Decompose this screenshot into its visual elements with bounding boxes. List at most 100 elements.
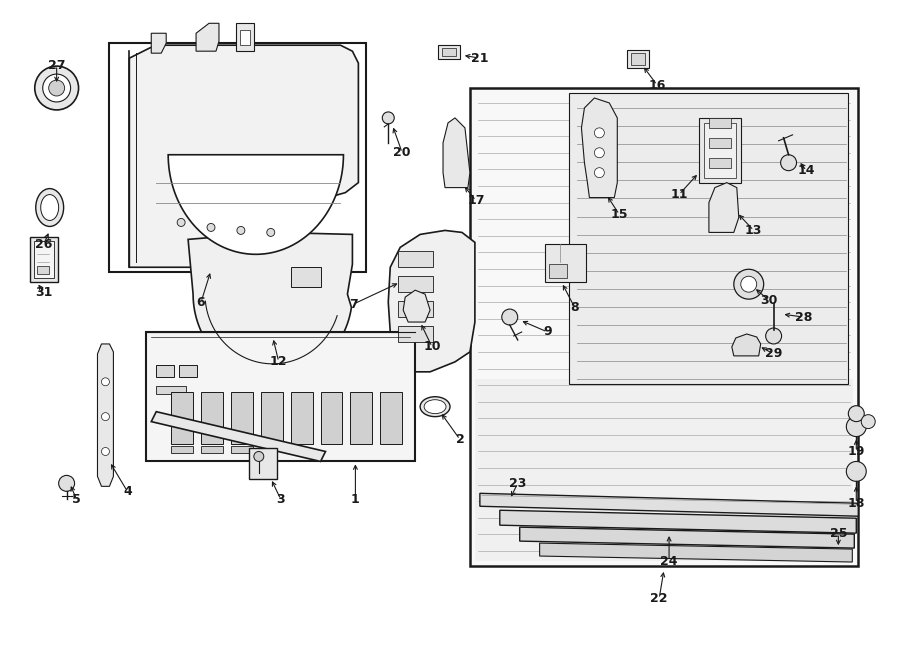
Text: 5: 5 (72, 493, 81, 506)
Text: 8: 8 (571, 301, 579, 314)
Polygon shape (519, 527, 854, 548)
Bar (709, 118, 731, 128)
Bar (704, 123, 736, 177)
Bar (261, 392, 283, 444)
Circle shape (846, 461, 866, 481)
Polygon shape (581, 98, 617, 197)
Bar (699, 118, 741, 183)
Text: 6: 6 (197, 296, 205, 308)
Bar (147, 332, 415, 461)
Polygon shape (500, 510, 856, 533)
Bar (231, 392, 253, 444)
Bar (398, 301, 433, 317)
Bar (627, 50, 649, 68)
Bar (157, 386, 186, 394)
Circle shape (861, 414, 875, 428)
Circle shape (35, 66, 78, 110)
Bar (171, 392, 194, 444)
Text: 7: 7 (349, 298, 358, 310)
Text: 25: 25 (830, 527, 847, 540)
Text: 1: 1 (351, 493, 360, 506)
Bar (442, 48, 456, 56)
Text: 21: 21 (471, 52, 489, 65)
Polygon shape (97, 344, 113, 487)
Circle shape (846, 416, 866, 436)
Text: 29: 29 (765, 348, 782, 360)
Circle shape (849, 406, 864, 422)
Polygon shape (388, 230, 475, 372)
Bar (709, 158, 731, 167)
Circle shape (58, 475, 75, 491)
Bar (236, 23, 254, 51)
Bar (709, 138, 731, 148)
Text: 28: 28 (795, 310, 812, 324)
Bar (549, 264, 566, 278)
Circle shape (207, 224, 215, 232)
Polygon shape (540, 543, 852, 562)
Polygon shape (130, 45, 358, 267)
Bar (171, 446, 194, 453)
Circle shape (102, 412, 110, 420)
Circle shape (42, 74, 70, 102)
Text: 27: 27 (48, 59, 66, 71)
Polygon shape (732, 334, 760, 356)
Circle shape (102, 448, 110, 455)
Circle shape (254, 451, 264, 461)
Bar (350, 392, 373, 444)
Text: 18: 18 (848, 496, 865, 510)
Bar (157, 365, 175, 377)
Text: 12: 12 (270, 355, 287, 368)
Polygon shape (168, 155, 344, 254)
Text: 31: 31 (35, 286, 52, 299)
Circle shape (780, 155, 796, 171)
Ellipse shape (424, 400, 446, 414)
Polygon shape (196, 23, 219, 51)
Text: 10: 10 (423, 340, 441, 354)
Circle shape (266, 228, 274, 236)
Bar (291, 267, 320, 287)
Text: 20: 20 (393, 146, 411, 160)
Text: 30: 30 (760, 294, 778, 307)
Circle shape (741, 276, 757, 292)
Bar (398, 326, 433, 342)
Circle shape (382, 112, 394, 124)
Bar (30, 238, 58, 282)
Ellipse shape (40, 195, 58, 220)
Polygon shape (480, 493, 859, 516)
Text: 2: 2 (455, 433, 464, 446)
Bar (110, 43, 366, 272)
Bar (240, 30, 250, 45)
Bar (34, 242, 54, 278)
Circle shape (502, 309, 518, 325)
Bar (201, 392, 223, 444)
Text: 22: 22 (651, 592, 668, 605)
Bar (570, 93, 849, 385)
Polygon shape (151, 412, 326, 461)
Text: 24: 24 (661, 555, 678, 567)
Bar (291, 392, 312, 444)
Text: 23: 23 (509, 477, 526, 490)
Circle shape (734, 269, 764, 299)
Bar (631, 53, 645, 65)
Text: 3: 3 (276, 493, 285, 506)
Bar (544, 244, 587, 282)
Text: 17: 17 (467, 194, 484, 207)
Circle shape (102, 378, 110, 386)
Bar (231, 446, 253, 453)
Polygon shape (443, 118, 470, 187)
Text: 11: 11 (670, 188, 688, 201)
Polygon shape (151, 33, 166, 53)
Bar (381, 392, 402, 444)
Text: 15: 15 (610, 208, 628, 221)
Bar (470, 88, 859, 566)
Text: 26: 26 (35, 238, 52, 251)
Text: 14: 14 (797, 164, 815, 177)
Text: 16: 16 (648, 79, 666, 91)
Bar (438, 45, 460, 59)
Text: 13: 13 (745, 224, 762, 237)
Polygon shape (709, 183, 739, 232)
Bar (475, 379, 853, 561)
Bar (201, 446, 223, 453)
Text: 9: 9 (544, 326, 552, 338)
Bar (37, 266, 49, 274)
